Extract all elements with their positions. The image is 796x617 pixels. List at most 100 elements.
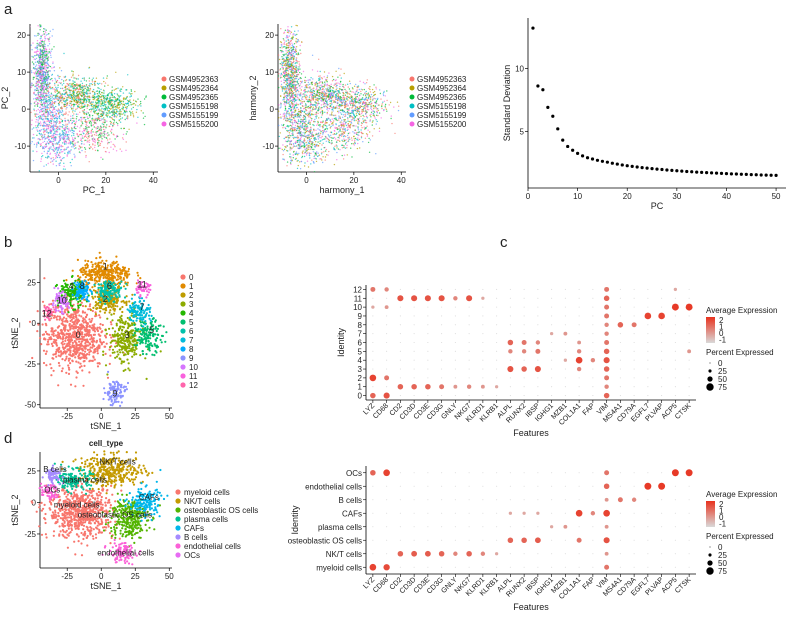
harmony-point	[285, 81, 286, 82]
pca-point	[72, 130, 73, 131]
pca-point	[38, 116, 39, 117]
harmony-point	[281, 44, 282, 45]
harmony-point	[360, 93, 361, 94]
pca-point	[89, 115, 90, 116]
harmony-point	[328, 72, 329, 73]
pca-point	[43, 41, 44, 42]
pca-point	[119, 100, 120, 101]
pca-point	[48, 65, 49, 66]
pca-point	[37, 131, 38, 132]
harmony-point	[311, 96, 312, 97]
harmony-point	[369, 120, 370, 121]
harmony-point	[327, 96, 328, 97]
pca-point	[98, 103, 99, 104]
pca-point	[83, 111, 84, 112]
harmony-point	[375, 98, 376, 99]
harmony-point	[351, 95, 352, 96]
pca-point	[93, 138, 94, 139]
pca-point	[74, 95, 75, 96]
pca-point	[89, 102, 90, 103]
harmony-point	[289, 106, 290, 107]
pca-point	[39, 96, 40, 97]
pca-point	[80, 125, 81, 126]
harmony-point	[282, 59, 283, 60]
pca-point	[49, 147, 50, 148]
harmony-point	[306, 80, 307, 81]
pca-point	[107, 147, 108, 148]
pca-point	[55, 97, 56, 98]
harmony-point	[381, 106, 382, 107]
pca-point	[53, 145, 54, 146]
pca-point	[120, 102, 121, 103]
harmony-point	[328, 94, 329, 95]
harmony-point	[323, 102, 324, 103]
harmony-point	[394, 133, 395, 134]
harmony-x-tick-label: 0	[304, 176, 309, 185]
harmony-point	[299, 78, 300, 79]
harmony-point	[330, 103, 331, 104]
harmony-point	[286, 37, 287, 38]
harmony-point	[287, 36, 288, 37]
harmony-point	[287, 68, 288, 69]
harmony-point	[329, 106, 330, 107]
pca-point	[54, 103, 55, 104]
harmony-point	[286, 47, 287, 48]
pca-point	[45, 48, 46, 49]
pca-point	[104, 133, 105, 134]
pca-point	[117, 111, 118, 112]
pca-point	[41, 96, 42, 97]
harmony-point	[301, 82, 302, 83]
pca-x-axis-label: PC_1	[83, 185, 106, 195]
harmony-point	[295, 94, 296, 95]
harmony-point	[284, 42, 285, 43]
pca-point	[36, 46, 37, 47]
harmony-point	[393, 106, 394, 107]
pca-point	[88, 131, 89, 132]
pca-point	[45, 118, 46, 119]
harmony-point	[325, 101, 326, 102]
harmony-point	[295, 69, 296, 70]
pca-point	[108, 103, 109, 104]
pca-point	[110, 105, 111, 106]
harmony-point	[286, 137, 287, 138]
harmony-point	[285, 30, 286, 31]
harmony-point	[297, 104, 298, 105]
pca-point	[133, 116, 134, 117]
harmony-x-tick-label: 40	[397, 176, 406, 185]
pca-point	[37, 103, 38, 104]
pca-point	[136, 112, 137, 113]
harmony-point	[312, 78, 313, 79]
harmony-point	[355, 97, 356, 98]
harmony-point	[300, 125, 301, 126]
pca-point	[103, 117, 104, 118]
pca-point	[88, 127, 89, 128]
pca-point	[34, 73, 35, 74]
harmony-point	[307, 80, 308, 81]
pca-point	[81, 150, 82, 151]
pca-point	[41, 133, 42, 134]
harmony-point	[292, 91, 293, 92]
pca-point	[102, 123, 103, 124]
harmony-point	[294, 75, 295, 76]
pca-point	[82, 90, 83, 91]
harmony-point	[284, 110, 285, 111]
pca-point	[56, 121, 57, 122]
harmony-point	[311, 82, 312, 83]
harmony-point	[291, 81, 292, 82]
harmony-point	[309, 114, 310, 115]
pca-point	[63, 166, 64, 167]
pca-point	[48, 90, 49, 91]
pca-point	[58, 142, 59, 143]
pca-point	[87, 106, 88, 107]
harmony-point	[324, 84, 325, 85]
pca-point	[71, 165, 72, 166]
harmony-point	[285, 105, 286, 106]
harmony-point	[352, 98, 353, 99]
pca-point	[47, 82, 48, 83]
harmony-point	[308, 82, 309, 83]
harmony-point	[291, 43, 292, 44]
harmony-point	[311, 110, 312, 111]
harmony-point	[342, 105, 343, 106]
pca-point	[90, 132, 91, 133]
pca-point	[89, 83, 90, 84]
